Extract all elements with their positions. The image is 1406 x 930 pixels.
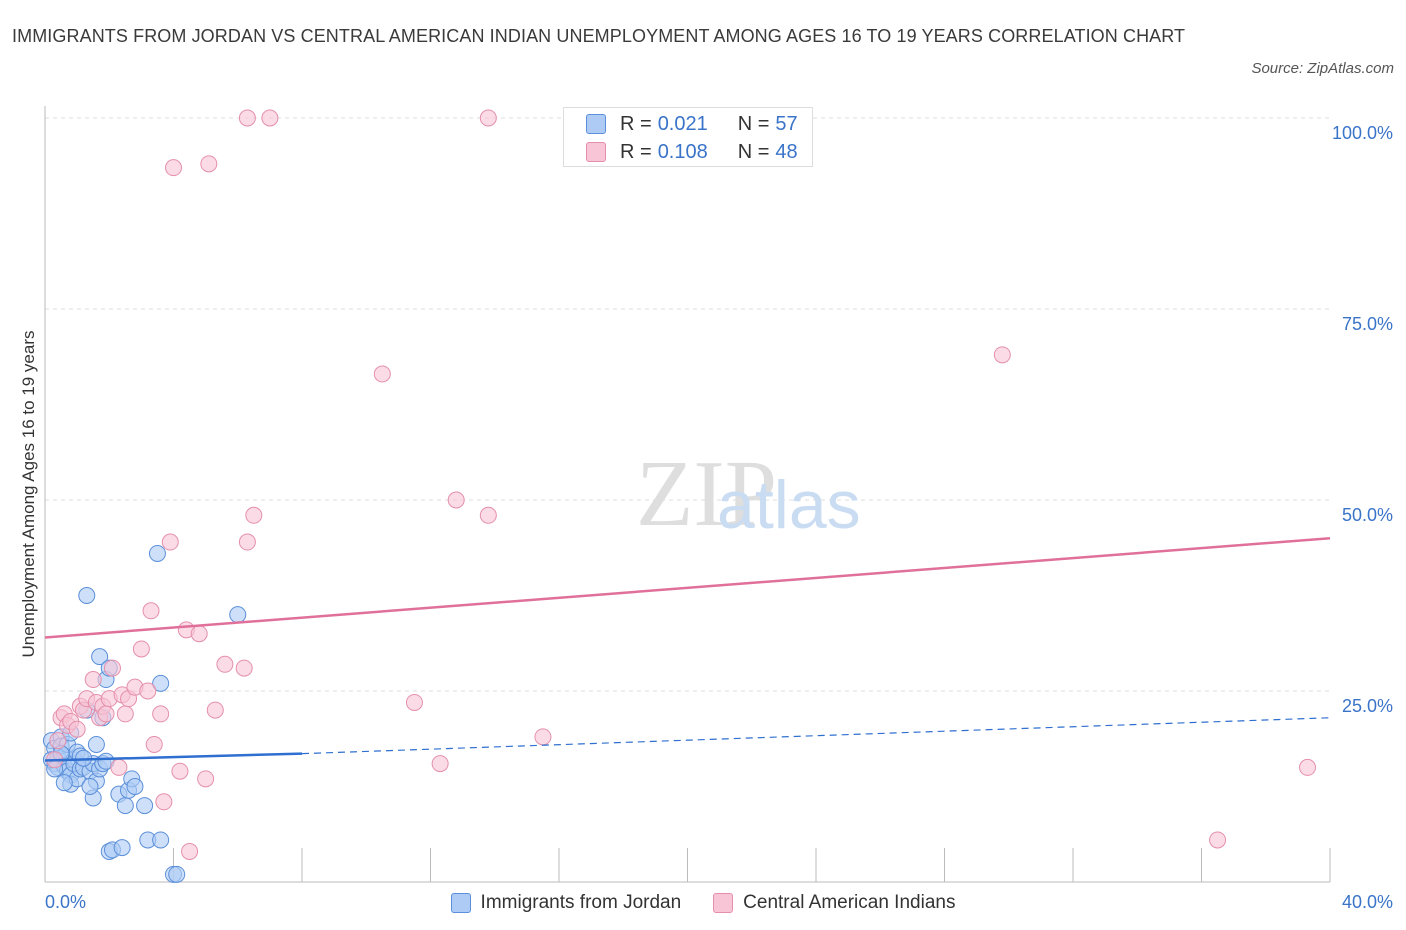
point-central-american-indians [84,671,102,689]
point-central-american-indians [142,602,160,620]
point-central-american-indians [479,109,497,127]
point-central-american-indians [132,640,150,658]
point-central-american-indians [447,491,465,509]
point-immigrants-from-jordan [55,774,73,792]
point-central-american-indians [190,625,208,643]
point-central-american-indians [97,705,115,723]
blue-swatch [450,893,471,913]
point-immigrants-from-jordan [113,839,131,857]
point-central-american-indians [261,109,279,127]
stats-legend: R = 0.021 N = 57 R = 0.108 N = 48 [563,107,813,167]
point-immigrants-from-jordan [81,778,99,795]
y-axis-label: Unemployment Among Ages 16 to 19 years [19,331,38,658]
r-value: 0.021 [657,112,708,135]
watermark: ZIP atlas [636,442,861,546]
pink-swatch [713,893,734,913]
n-label: N = [737,112,770,135]
source-label: Source: ZipAtlas.com [1251,60,1394,77]
grid-layer: 25.0% 50.0% 75.0% 100.0% [45,117,1393,716]
point-central-american-indians [161,533,179,551]
point-immigrants-from-jordan [91,648,109,666]
point-immigrants-from-jordan [229,606,247,624]
trend-line-jordan-extrapolated [301,717,1331,755]
stats-row-central-american: R = 0.108 N = 48 [586,138,798,166]
point-central-american-indians [68,720,86,738]
legend-label: Central American Indians [743,892,956,913]
point-central-american-indians [110,758,128,776]
point-immigrants-from-jordan [148,544,166,562]
watermark-atlas: atlas [717,467,861,543]
point-central-american-indians [200,155,218,173]
point-central-american-indians [238,109,256,127]
point-immigrants-from-jordan [87,735,105,753]
y-tick-label: 75.0% [1342,314,1393,334]
n-value: 48 [775,140,798,163]
point-immigrants-from-jordan [78,587,96,604]
point-central-american-indians [116,705,134,723]
y-tick-label: 100.0% [1332,123,1393,143]
axis-layer: 0.0% 40.0% [44,106,1393,912]
y-tick-label: 25.0% [1342,696,1393,716]
point-central-american-indians [373,365,391,383]
chart-title: IMMIGRANTS FROM JORDAN VS CENTRAL AMERIC… [12,26,1186,46]
legend-item-jordan[interactable]: Immigrants from Jordan [450,888,682,918]
point-central-american-indians [139,682,157,700]
legend-label: Immigrants from Jordan [480,892,682,913]
point-immigrants-from-jordan [168,865,186,883]
point-immigrants-from-jordan [116,797,134,815]
n-label: N = [737,140,770,163]
point-central-american-indians [216,655,234,673]
trend-line-central-american-indians [44,536,1331,639]
legend-item-central-american-indians[interactable]: Central American Indians [713,888,955,918]
point-immigrants-from-jordan [136,797,154,815]
point-central-american-indians [197,770,215,788]
point-central-american-indians [405,693,423,711]
series-central-american-indians [46,109,1317,860]
point-central-american-indians [155,793,173,811]
point-central-american-indians [479,506,497,524]
n-value: 57 [775,112,798,135]
point-central-american-indians [245,506,263,524]
point-central-american-indians [49,732,67,750]
point-central-american-indians [103,659,121,677]
point-immigrants-from-jordan [152,831,170,849]
point-central-american-indians [235,659,253,677]
r-label: R = [620,112,652,135]
point-central-american-indians [206,701,224,719]
x-tick-label: 40.0% [1342,892,1393,912]
point-central-american-indians [431,755,449,773]
stats-row-jordan: R = 0.021 N = 57 [586,110,798,138]
point-central-american-indians [1299,758,1317,776]
point-central-american-indians [171,762,189,780]
r-label: R = [620,140,652,163]
point-central-american-indians [993,346,1011,364]
y-tick-label: 50.0% [1342,505,1393,525]
trend-lines [44,536,1331,762]
watermark-zip: ZIP [636,442,777,546]
point-central-american-indians [238,533,256,551]
point-central-american-indians [165,159,182,177]
point-central-american-indians [145,735,163,753]
series-legend: Immigrants from Jordan Central American … [0,888,1406,918]
blue-swatch [586,114,606,134]
point-immigrants-from-jordan [126,778,144,795]
point-immigrants-from-jordan [152,674,170,692]
x-tick-label: 0.0% [45,892,86,912]
point-central-american-indians [152,705,170,723]
pink-swatch [586,142,606,162]
trend-line-jordan [44,752,303,762]
r-value: 0.108 [657,140,708,163]
point-central-american-indians [1209,831,1227,849]
point-central-american-indians [534,728,552,746]
point-central-american-indians [181,842,199,860]
